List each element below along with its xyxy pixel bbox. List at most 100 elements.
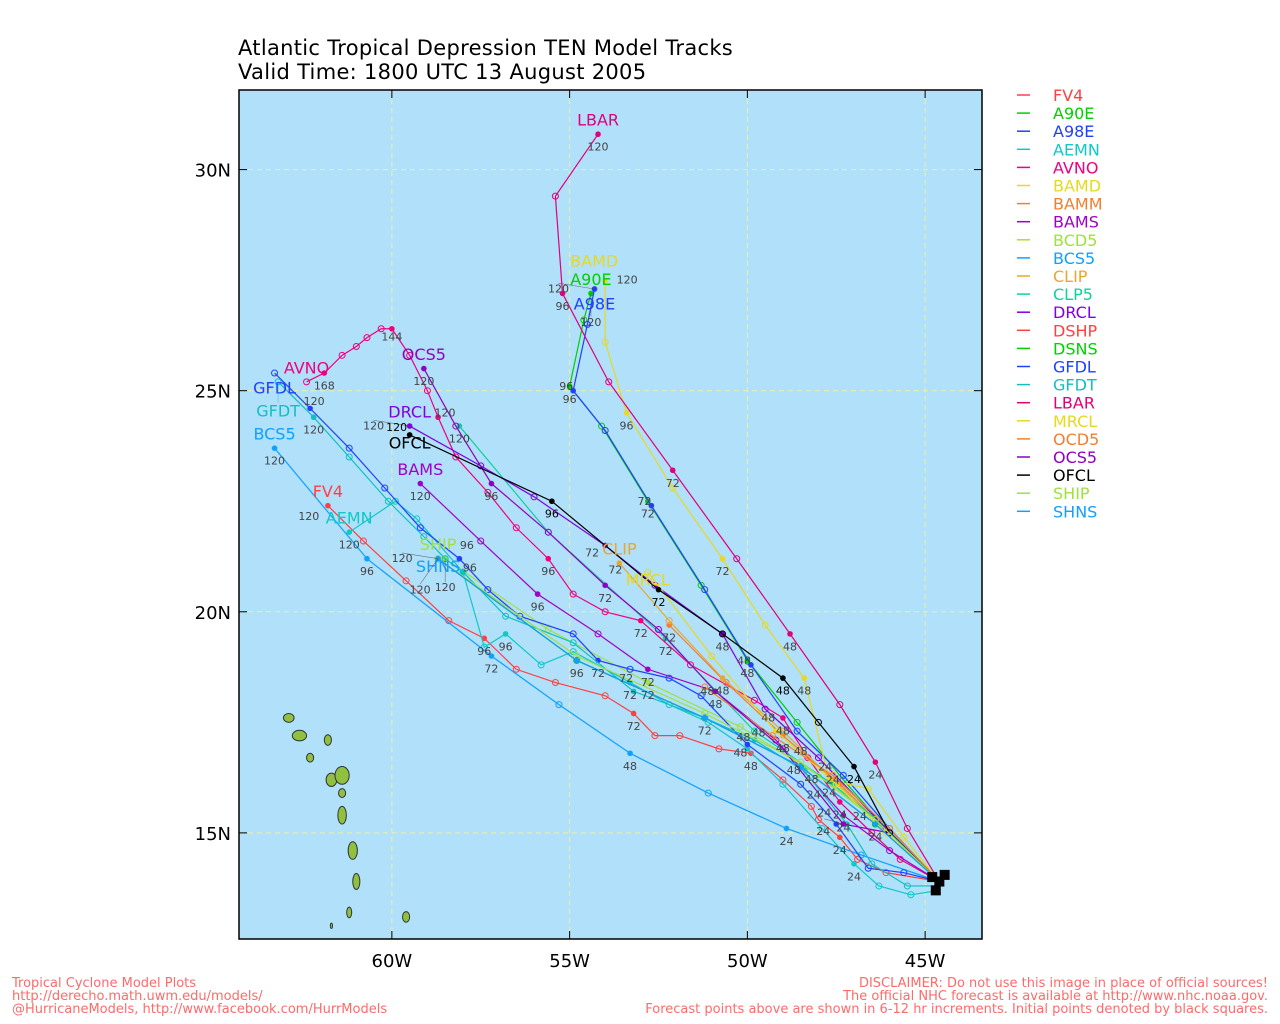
forecast-point (818, 824, 826, 832)
track-end-label: GFDT (256, 401, 300, 420)
axes: 60W 55W 50W 45W 30N 25N 20N 15N (195, 89, 983, 972)
x-tick-label: 50W (727, 951, 768, 972)
track-bcs5 (271, 445, 940, 883)
forecast-hour-label: 96 (463, 561, 477, 574)
forecast-point (384, 497, 392, 505)
forecast-hour-label: 120 (303, 424, 324, 437)
y-tick-label: 30N (195, 161, 231, 182)
forecast-hour-label: 120 (264, 455, 285, 468)
forecast-point (736, 723, 744, 731)
forecast-hour-label: 96 (545, 508, 559, 521)
legend-label: BAMM (1053, 195, 1103, 214)
forecast-hour-label: 120 (580, 316, 601, 329)
forecast-point (569, 590, 577, 598)
forecast-point (601, 608, 609, 616)
forecast-hour-label: 48 (708, 698, 722, 711)
forecast-point (779, 727, 787, 735)
legend-label: BAMD (1053, 177, 1101, 196)
footer-site-url[interactable]: http://derecho.math.uwm.edu/models/ (12, 989, 263, 1004)
forecast-point (420, 533, 428, 541)
forecast-point (551, 679, 559, 687)
track-fv4 (325, 502, 940, 883)
title-line-2: Valid Time: 1800 UTC 13 August 2005 (238, 60, 647, 84)
forecast-point (900, 869, 908, 877)
legend-item-bams: BAMS (1017, 213, 1099, 232)
forecast-point (903, 882, 911, 890)
forecast-point (569, 639, 577, 647)
forecast-hour-label: 120 (548, 282, 569, 295)
forecast-point (761, 621, 769, 629)
legend-item-avno: AVNO (1017, 158, 1098, 177)
track-gfdt (274, 378, 940, 890)
track-line (604, 280, 940, 882)
forecast-point (551, 192, 559, 200)
legend-item-dshp: DSHP (1017, 321, 1098, 340)
forecast-point (512, 665, 520, 673)
track-end-label: BCS5 (253, 425, 295, 444)
forecast-point (814, 718, 822, 726)
forecast-point (836, 799, 843, 805)
island (347, 841, 358, 860)
legend-item-a98e: A98E (1017, 122, 1094, 141)
forecast-point (452, 453, 460, 461)
forecast-point (704, 789, 712, 797)
forecast-hour-label: 168 (314, 380, 335, 393)
forecast-point (836, 701, 844, 709)
forecast-hour-label: 48 (733, 746, 747, 759)
forecast-hour-label: 48 (700, 685, 714, 698)
forecast-point (886, 847, 894, 855)
legend-label: FV4 (1053, 86, 1083, 105)
forecast-point (779, 780, 787, 788)
forecast-hour-label: 120 (298, 510, 319, 523)
forecast-hour-label: 24 (853, 810, 867, 823)
forecast-point (345, 444, 353, 452)
forecast-point (665, 617, 673, 625)
track-end-label: AEMN (326, 509, 373, 528)
footer-forecast-note: Forecast points above are shown in 6-12 … (645, 1002, 1268, 1017)
forecast-point (460, 569, 466, 575)
forecast-point (839, 771, 847, 779)
forecast-hour-label: 48 (715, 685, 729, 698)
island (329, 922, 333, 929)
footer-social: @HurricaneModels, http://www.facebook.co… (12, 1002, 388, 1017)
track-ocd5 (701, 683, 940, 882)
forecast-hour-label: 120 (413, 375, 434, 388)
forecast-hour-label: 48 (797, 685, 811, 698)
legend-item-drcl: DRCL (1017, 303, 1096, 322)
forecast-point (836, 834, 843, 841)
forecast-point (630, 710, 637, 717)
forecast-hour-label: 48 (776, 685, 790, 698)
forecast-point (787, 631, 793, 637)
forecast-point (780, 715, 786, 721)
track-line (306, 328, 940, 883)
forecast-point (651, 732, 659, 740)
forecast-point (512, 524, 520, 532)
initial-point-square (934, 876, 945, 887)
legend-label: LBAR (1053, 394, 1095, 413)
legend-item-gfdl: GFDL (1017, 358, 1096, 377)
legend-item-clp5: CLP5 (1017, 285, 1093, 304)
forecast-point (452, 422, 460, 430)
legend-item-gfdt: GFDT (1017, 376, 1097, 395)
legend-label: SHIP (1053, 484, 1090, 503)
forecast-hour-label: 72 (484, 663, 498, 676)
legend-label: AEMN (1053, 140, 1100, 159)
forecast-point (406, 432, 413, 438)
track-a90e (566, 290, 940, 882)
track-end-label: GFDL (253, 379, 296, 398)
forecast-point (801, 675, 808, 681)
forecast-hour-label: 96 (460, 539, 474, 552)
forecast-point (733, 555, 741, 563)
forecast-point (416, 524, 424, 532)
legend-label: OCD5 (1053, 430, 1099, 449)
forecast-point (598, 422, 606, 430)
forecast-point (768, 732, 776, 740)
forecast-point (871, 820, 879, 828)
forecast-point (886, 829, 894, 837)
forecast-point (882, 869, 890, 877)
legend-label: AVNO (1053, 158, 1098, 177)
track-lbar (551, 131, 940, 882)
forecast-point (750, 696, 758, 704)
forecast-point (338, 351, 346, 359)
forecast-hour-label: 96 (563, 393, 577, 406)
